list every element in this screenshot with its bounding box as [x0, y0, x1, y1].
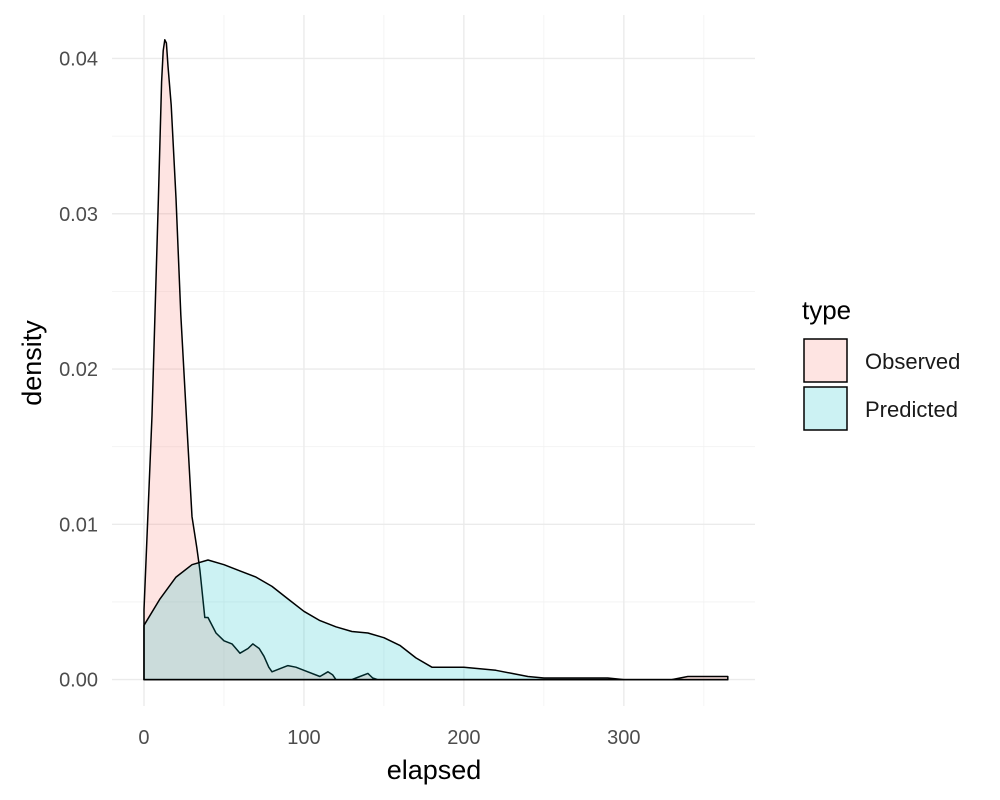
x-tick-label: 200 — [447, 727, 480, 749]
x-tick-label: 0 — [138, 727, 149, 749]
x-tick-label: 300 — [607, 727, 640, 749]
legend-key-observed — [803, 338, 848, 383]
y-tick-label: 0.02 — [59, 359, 98, 381]
legend-items: Observed Predicted — [803, 338, 960, 431]
legend-label-predicted: Predicted — [865, 397, 958, 422]
y-tick-label: 0.01 — [59, 514, 98, 536]
x-axis: 0 100 200 300 — [138, 727, 640, 749]
x-tick-label: 100 — [287, 727, 320, 749]
y-axis: 0.00 0.01 0.02 0.03 0.04 — [59, 48, 98, 691]
legend-key-bg — [804, 387, 847, 430]
legend-key-bg — [804, 339, 847, 382]
grid — [112, 15, 755, 706]
legend-label-observed: Observed — [865, 349, 960, 374]
y-tick-label: 0.00 — [59, 670, 98, 692]
density-area-predicted — [143, 559, 729, 681]
x-axis-title: elapsed — [387, 755, 482, 785]
legend: type Observed Predicted — [802, 295, 960, 431]
y-axis-title: density — [17, 320, 47, 406]
legend-title: type — [802, 295, 851, 325]
y-tick-label: 0.03 — [59, 204, 98, 226]
legend-key-predicted — [803, 386, 848, 431]
series-layer — [143, 39, 729, 681]
y-tick-label: 0.04 — [59, 48, 98, 70]
